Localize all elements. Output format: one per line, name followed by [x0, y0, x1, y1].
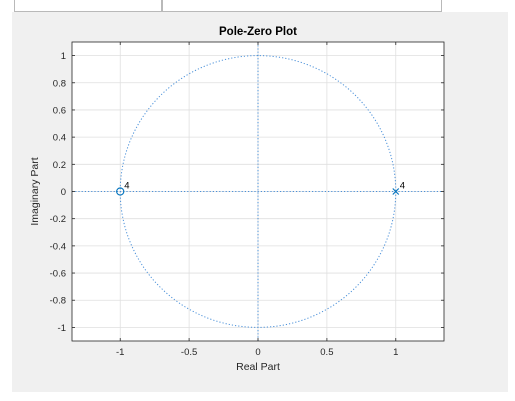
y-tick-label: 0.4	[53, 133, 66, 144]
pole-multiplicity-label: 4	[400, 181, 405, 192]
y-tick-label: -0.8	[50, 296, 66, 307]
x-tick-label: -0.5	[181, 347, 197, 358]
x-tick-label: 1	[393, 347, 398, 358]
x-tick-label: 0	[255, 347, 260, 358]
tab-middle[interactable]	[162, 0, 442, 12]
pole-marker	[392, 188, 400, 195]
chart-title: Pole-Zero Plot	[219, 26, 297, 38]
pole-marker-stroke	[392, 188, 400, 195]
y-tick-label: 0.8	[53, 78, 66, 89]
zero-marker	[116, 187, 125, 196]
y-tick-label: -0.6	[50, 269, 66, 280]
y-tick-label: -0.2	[50, 214, 66, 225]
x-axis-label: Real Part	[236, 361, 280, 373]
zero-multiplicity-label: 4	[124, 181, 129, 192]
window-top-strip	[0, 0, 515, 12]
y-tick-label: -0.4	[50, 241, 66, 252]
x-ticks: -1 -0.5 0 0.5 1	[116, 42, 398, 358]
y-ticks: 1 0.8 0.6 0.4 0.2 0 -0.2 -0.4 -0.6 -0.8 -1	[50, 51, 444, 334]
x-tick-label: -1	[116, 347, 124, 358]
y-tick-label: 0.6	[53, 105, 66, 116]
y-tick-label: 1	[61, 51, 66, 62]
y-axis-label: Imaginary Part	[29, 157, 41, 225]
y-tick-label: 0.2	[53, 160, 66, 171]
tab-left[interactable]	[14, 0, 162, 12]
y-tick-label: -1	[58, 323, 66, 334]
y-tick-label: 0	[61, 187, 66, 198]
x-tick-label: 0.5	[320, 347, 333, 358]
